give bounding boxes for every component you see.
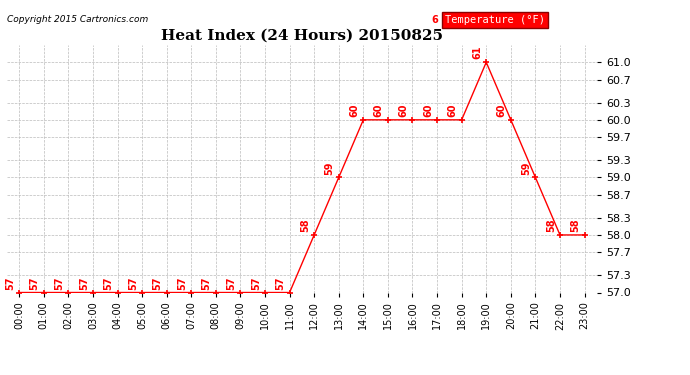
Text: 57: 57 <box>128 276 138 290</box>
Text: 57: 57 <box>152 276 163 290</box>
Text: 57: 57 <box>177 276 187 290</box>
Text: 57: 57 <box>5 276 15 290</box>
Text: 57: 57 <box>226 276 236 290</box>
Text: 57: 57 <box>104 276 113 290</box>
Text: 60: 60 <box>423 104 433 117</box>
Text: 59: 59 <box>521 161 531 175</box>
Text: 58: 58 <box>546 219 556 232</box>
Text: 60: 60 <box>349 104 359 117</box>
Text: 57: 57 <box>30 276 39 290</box>
Text: 58: 58 <box>571 219 580 232</box>
Text: 57: 57 <box>55 276 64 290</box>
Text: 57: 57 <box>275 276 286 290</box>
Text: 61: 61 <box>472 46 482 60</box>
Text: 60: 60 <box>448 104 457 117</box>
Text: 57: 57 <box>79 276 89 290</box>
Text: 60: 60 <box>398 104 408 117</box>
Text: 57: 57 <box>201 276 212 290</box>
Text: 60: 60 <box>374 104 384 117</box>
Text: 6: 6 <box>432 15 438 25</box>
Text: 58: 58 <box>300 219 310 232</box>
Text: 60: 60 <box>497 104 506 117</box>
Text: 59: 59 <box>324 161 335 175</box>
Title: Heat Index (24 Hours) 20150825: Heat Index (24 Hours) 20150825 <box>161 28 443 42</box>
Text: Temperature (°F): Temperature (°F) <box>444 15 544 25</box>
Text: Copyright 2015 Cartronics.com: Copyright 2015 Cartronics.com <box>7 15 148 24</box>
Text: 57: 57 <box>251 276 261 290</box>
